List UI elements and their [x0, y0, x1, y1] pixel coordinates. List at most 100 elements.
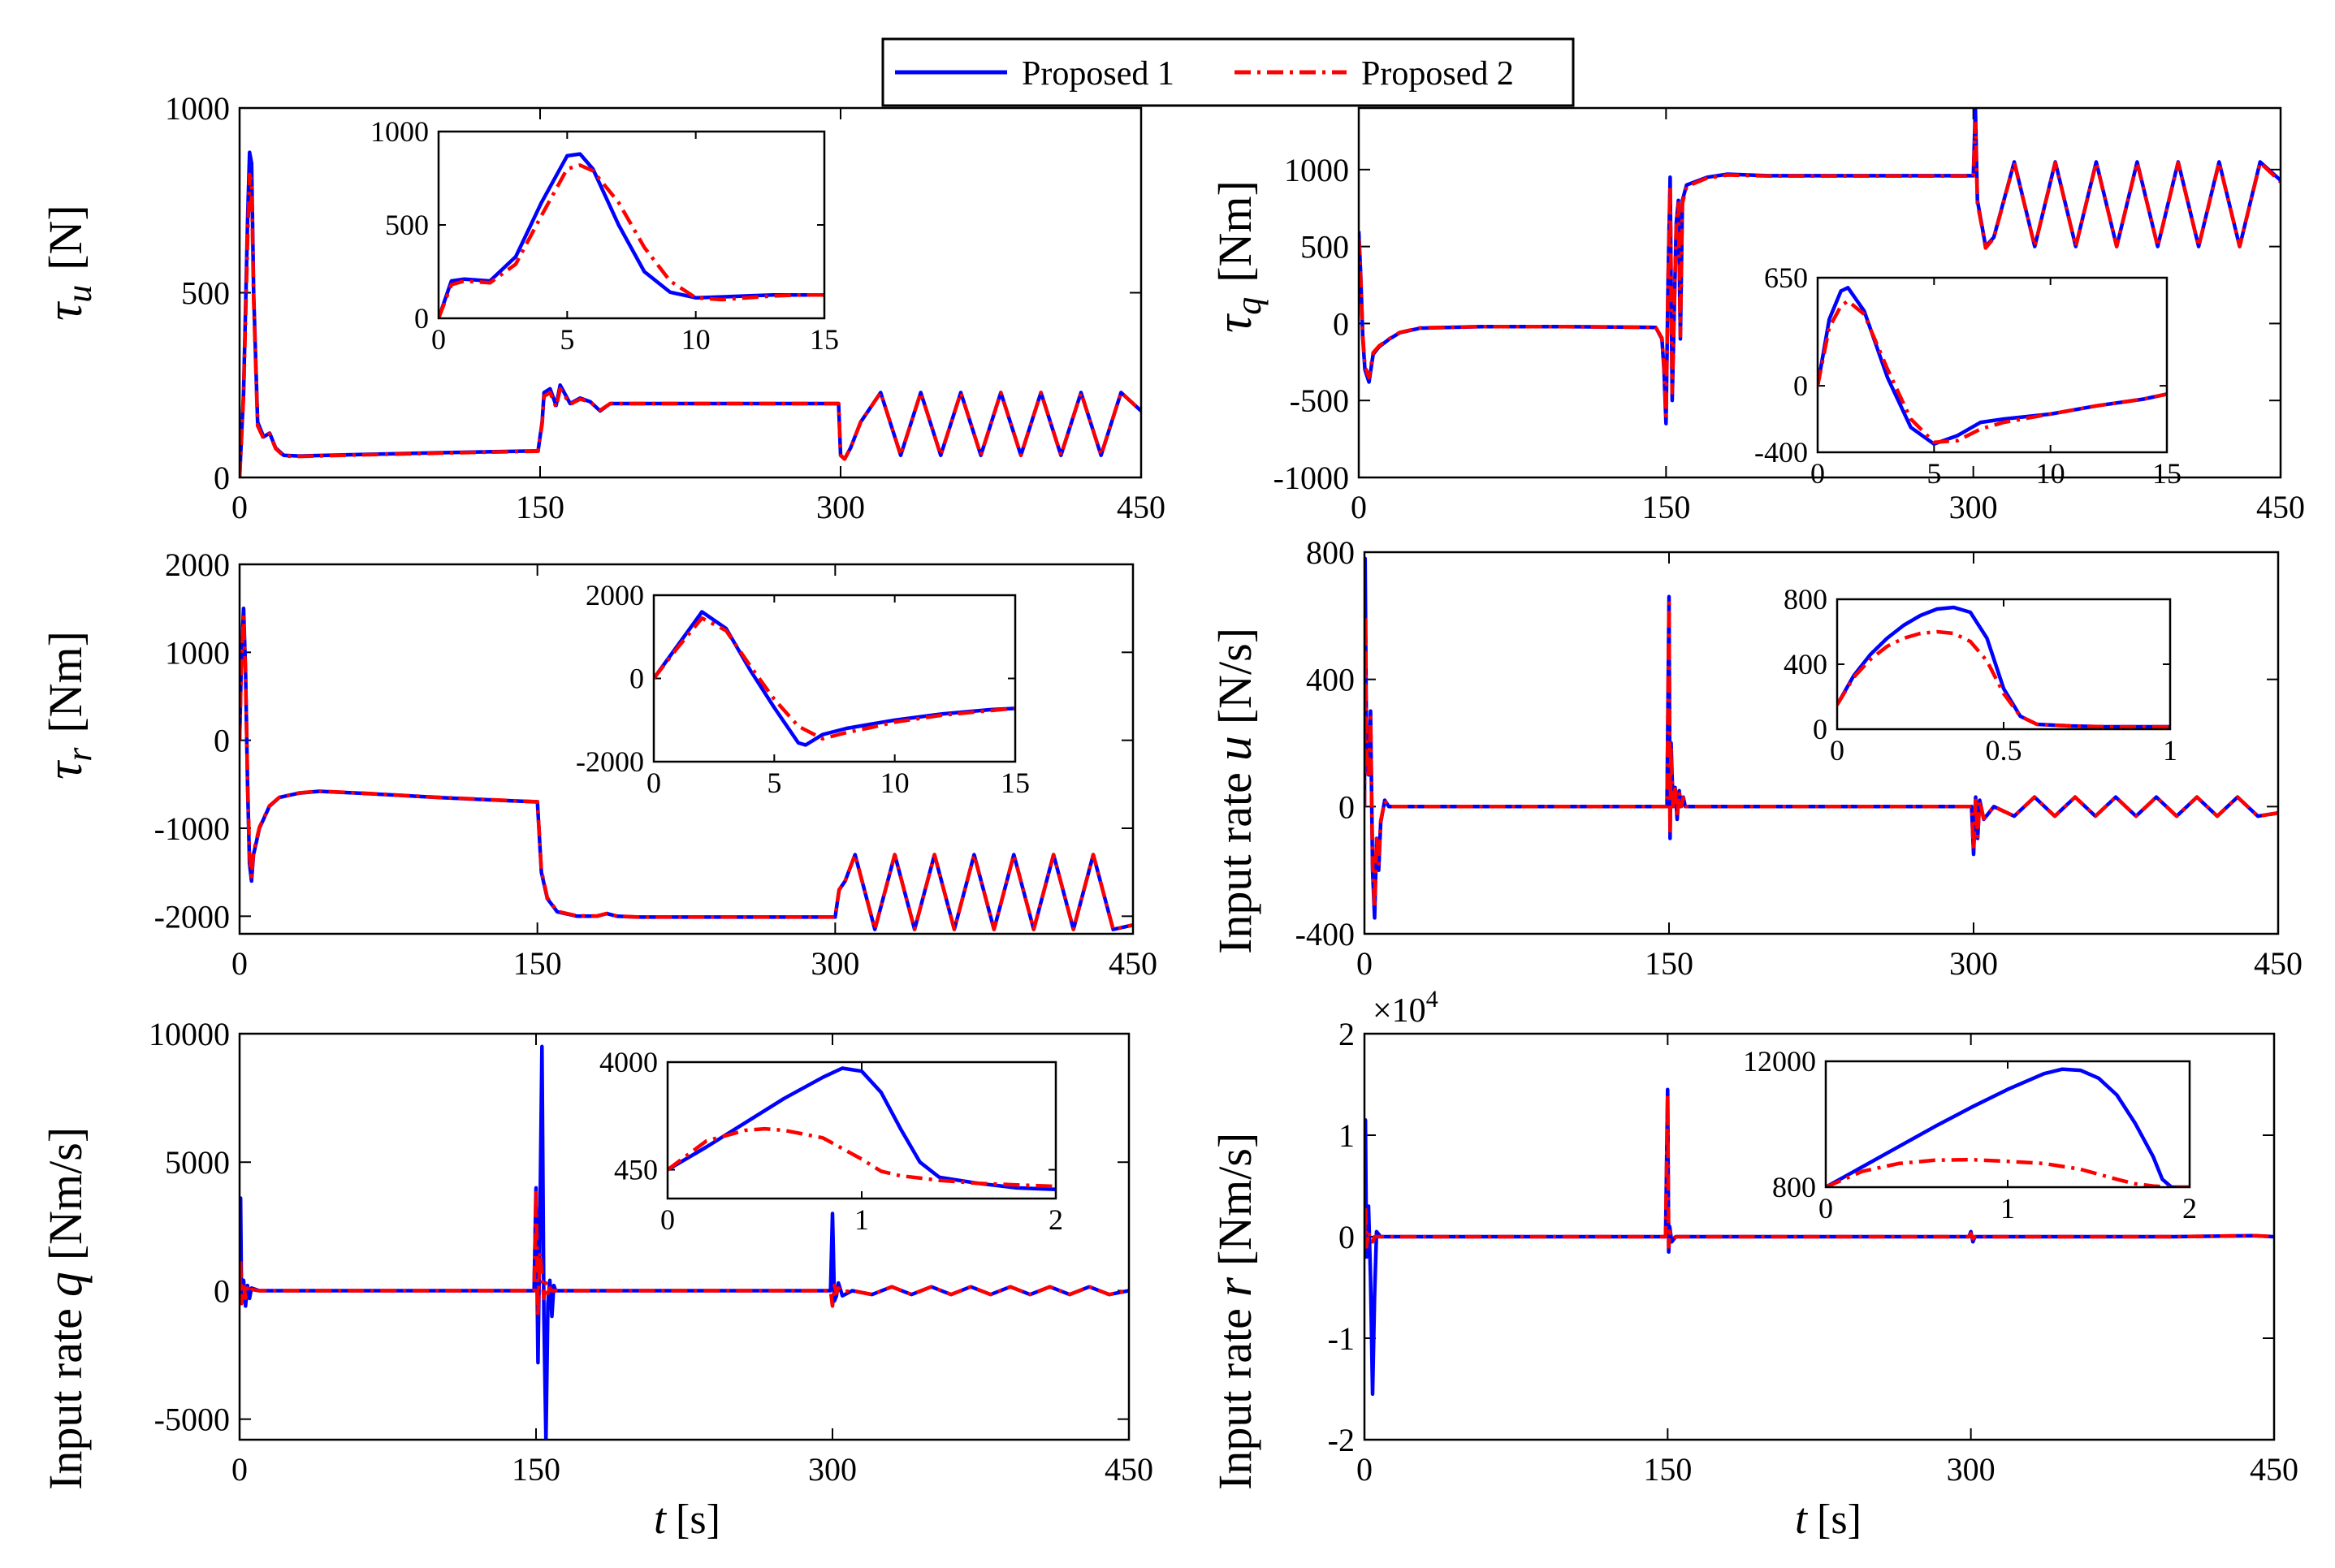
rate-q-inset-series-proposed-2: [668, 1126, 1056, 1189]
legend-label-proposed-1: Proposed 1: [1022, 55, 1174, 93]
tau-q-inset-frame: [1816, 276, 2169, 454]
tau-r-inset-xtick-label: 10: [880, 767, 910, 799]
tau-u-ytick-label: 0: [214, 460, 230, 496]
tau-u-inset-frame: [437, 130, 826, 320]
rate-q-inset-xtick-label: 0: [660, 1203, 675, 1236]
tau-r-xtick-label: 150: [513, 945, 562, 982]
ylabel-tau-r: τr [Nm]: [37, 631, 99, 780]
tau-r-inset-ytick-label: -2000: [576, 745, 644, 778]
rate-u-xtick-label: 300: [1949, 945, 1998, 982]
rate-r-xtick-label: 0: [1356, 1451, 1373, 1488]
ylabel-rate-q-unit: [Nm/s]: [39, 1127, 92, 1260]
rate-q-inset-xtick-label: 1: [854, 1203, 869, 1236]
tau-u-inset-ytick-label: 0: [414, 302, 429, 335]
ylabel-tau-r-symbol: τ: [37, 759, 93, 780]
tau-u-inset-ytick-label: 500: [385, 209, 429, 241]
rate-q-inset-xtick-label: 2: [1049, 1203, 1063, 1236]
tau-q-xtick-label: 150: [1641, 489, 1690, 525]
tau-q-inset-ytick-label: 0: [1793, 369, 1808, 402]
rate-u-inset-frame: [1836, 598, 2172, 731]
rate-r-inset-ytick-label: 800: [1772, 1171, 1816, 1203]
ylabel-tau-u-unit: [N]: [39, 205, 92, 270]
rate-q-inset-ytick-label: 450: [614, 1154, 658, 1186]
tau-r-inset-ytick-label: 0: [629, 663, 644, 695]
rate-r-xtick-label: 300: [1947, 1451, 1996, 1488]
tau-u-xtick-label: 450: [1117, 489, 1165, 525]
tau-q-inset-plot-bg: [1818, 278, 2167, 452]
rate-u-ytick-label: -400: [1295, 916, 1355, 952]
rate-q-xtick-label: 0: [231, 1451, 248, 1488]
rate-q-inset-ytick-label: 4000: [599, 1046, 658, 1078]
rate-u-inset-ytick-label: 400: [1784, 648, 1827, 680]
rate-u-inset-xtick-label: 0.5: [1986, 734, 2022, 767]
tau-u-inset-ytick-label: 1000: [370, 115, 429, 148]
ylabel-rate-u-unit: [N/s]: [1209, 628, 1261, 724]
xlabel-right-unit: [s]: [1817, 1497, 1862, 1543]
ylabel-tau-q-symbol: τ: [1207, 313, 1262, 333]
rate-q-ytick-label: 0: [214, 1272, 230, 1309]
tau-r-xtick-label: 300: [811, 945, 859, 982]
rate-q-xtick-label: 450: [1105, 1451, 1153, 1488]
ylabel-rate-r-prefix: Input rate: [1209, 1308, 1261, 1490]
tau-u-inset-xtick-label: 5: [560, 323, 574, 356]
tau-u-ytick-label: 500: [181, 275, 230, 312]
ylabel-rate-r-unit: [Nm/s]: [1209, 1133, 1261, 1266]
tau-r-ytick-label: -2000: [154, 898, 230, 935]
y-multiplier: ×104: [1373, 986, 1438, 1030]
ylabel-tau-q-sub: q: [1229, 297, 1269, 315]
ylabel-tau-q: τq [Nm]: [1207, 180, 1269, 333]
ylabel-tau-r-sub: r: [59, 747, 99, 762]
xlabel-left: t [s]: [654, 1494, 720, 1543]
tau-q-xtick-label: 300: [1949, 489, 1998, 525]
rate-u-frame: [1363, 551, 2280, 935]
tau-r-inset-ytick-label: 2000: [586, 579, 644, 611]
rate-q-series-proposed-2: [240, 1186, 1129, 1319]
rate-r-inset-xtick-label: 2: [2182, 1192, 2197, 1225]
tau-q-ytick-label: -1000: [1273, 460, 1349, 496]
legend-label-proposed-2: Proposed 2: [1361, 55, 1514, 93]
tau-r-ytick-label: 0: [214, 723, 230, 759]
tau-q-xtick-label: 0: [1351, 489, 1367, 525]
rate-r-inset-xtick-label: 1: [2000, 1192, 2015, 1225]
rate-u-xtick-label: 150: [1645, 945, 1693, 982]
tau-u-xtick-label: 0: [231, 489, 248, 525]
rate-u-inset-series-proposed-2: [1837, 629, 2170, 729]
rate-u-inset-xtick-label: 1: [2163, 734, 2177, 767]
tau-q-ytick-label: -500: [1290, 382, 1349, 419]
ylabel-rate-q-prefix: Input rate: [39, 1308, 92, 1490]
ylabel-rate-q: Input rate q [Nm/s]: [37, 1127, 93, 1490]
rate-u-ytick-label: 800: [1306, 534, 1355, 571]
rate-u-inset-ytick-label: 0: [1813, 713, 1827, 745]
ylabel-tau-q-unit: [Nm]: [1209, 180, 1261, 283]
rate-u-ytick-label: 0: [1338, 788, 1355, 825]
tau-u-xtick-label: 150: [516, 489, 564, 525]
tau-r-series-proposed-2: [240, 615, 1133, 931]
rate-r-inset-plot-bg: [1826, 1061, 2190, 1187]
ylabel-tau-u: τu [N]: [37, 205, 99, 321]
ylabel-rate-u: Input rate u [N/s]: [1207, 628, 1262, 954]
rate-r-inset-series-proposed-2: [1826, 1157, 2190, 1187]
tau-q-ytick-label: 1000: [1284, 152, 1349, 188]
tau-u-ytick-label: 1000: [165, 90, 230, 127]
rate-u-inset-ytick-label: 800: [1784, 583, 1827, 616]
tau-r-ytick-label: -1000: [154, 810, 230, 847]
rate-q-ytick-label: 10000: [149, 1016, 230, 1052]
tau-r-inset-xtick-label: 15: [1001, 767, 1030, 799]
legend: Proposed 1 Proposed 2: [881, 37, 1575, 107]
xlabel-left-unit: [s]: [676, 1497, 720, 1543]
rate-r-ytick-label: 1: [1338, 1117, 1355, 1154]
tau-u-frame: [238, 106, 1143, 479]
tau-u-inset-xtick-label: 0: [431, 323, 446, 356]
tau-u-inset-plot-bg: [439, 132, 824, 318]
rate-u-inset-plot-bg: [1837, 599, 2170, 729]
ylabel-tau-r-unit: [Nm]: [39, 631, 92, 733]
tau-q-frame: [1357, 106, 2282, 479]
panel-tau-r: 0 150 300 450 -2000 -1000 0 1000 2000 0 5 10 15 -2000…: [154, 546, 1157, 982]
tau-q-inset-xtick-label: 0: [1810, 457, 1825, 490]
rate-r-inset-xtick-label: 0: [1818, 1192, 1833, 1225]
y-multiplier-exp: 4: [1426, 986, 1438, 1013]
ylabel-rate-r: Input rate r [Nm/s]: [1207, 1133, 1262, 1490]
